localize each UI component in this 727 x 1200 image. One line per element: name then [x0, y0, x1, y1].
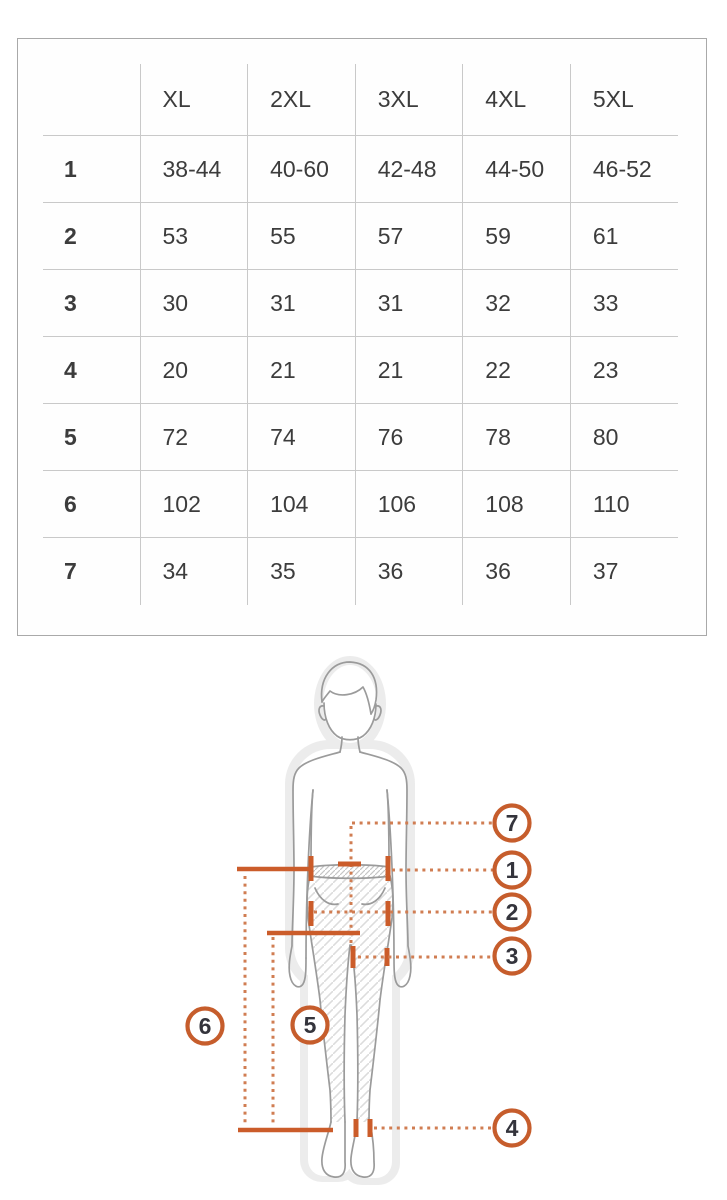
figure-foot-left	[321, 1121, 346, 1178]
size-cell: 22	[462, 336, 571, 404]
size-cell: 23	[569, 336, 679, 404]
figure-pocket-right	[361, 887, 386, 906]
row-label: 7	[42, 537, 141, 605]
svg-text:6: 6	[199, 1013, 212, 1039]
size-cell: 102	[139, 470, 249, 538]
size-cell: 76	[354, 403, 464, 471]
size-cell: 44-50	[462, 135, 571, 203]
figure-arm-right	[359, 751, 412, 988]
column-header-4xl: 4XL	[462, 63, 571, 136]
marker-circle-5: 5	[290, 1005, 330, 1045]
measurement-diagram: 7 1 2 3 4 5 6	[185, 656, 532, 1185]
row-label: 6	[42, 470, 141, 538]
size-table-panel: XL 2XL 3XL 4XL 5XL 1 38-44 40-60 42-48 4…	[17, 38, 707, 636]
size-cell: 110	[569, 470, 679, 538]
size-cell: 61	[569, 202, 679, 270]
size-cell: 38-44	[139, 135, 249, 203]
corner-cell	[42, 63, 141, 136]
size-cell: 36	[354, 537, 464, 605]
size-cell: 55	[247, 202, 356, 270]
figure-face	[323, 702, 377, 741]
marker-circle-4: 4	[492, 1108, 532, 1148]
size-cell: 104	[247, 470, 356, 538]
svg-text:3: 3	[506, 943, 519, 969]
size-cell: 57	[354, 202, 464, 270]
table-row: 2 53 55 57 59 61	[42, 202, 679, 270]
size-cell: 74	[247, 403, 356, 471]
svg-text:1: 1	[506, 857, 519, 883]
size-table: XL 2XL 3XL 4XL 5XL 1 38-44 40-60 42-48 4…	[42, 63, 679, 605]
marker-circle-1: 1	[492, 850, 532, 890]
table-row: 4 20 21 21 22 23	[42, 336, 679, 404]
svg-text:7: 7	[506, 810, 519, 836]
size-cell: 31	[354, 269, 464, 337]
size-cell: 33	[569, 269, 679, 337]
column-header-2xl: 2XL	[247, 63, 356, 136]
trousers-hatch	[307, 864, 393, 1122]
size-cell: 36	[462, 537, 571, 605]
table-row: 3 30 31 31 32 33	[42, 269, 679, 337]
size-cell: 35	[247, 537, 356, 605]
column-header-3xl: 3XL	[354, 63, 464, 136]
figure-leg-right	[368, 875, 394, 1123]
row-label: 2	[42, 202, 141, 270]
row-label: 4	[42, 336, 141, 404]
size-cell: 30	[139, 269, 249, 337]
measurement-markers: 7 1 2 3 4 5 6	[185, 803, 532, 1148]
waistband-hatch	[310, 864, 390, 879]
size-cell: 53	[139, 202, 249, 270]
row-label: 1	[42, 135, 141, 203]
marker-circle-2: 2	[492, 892, 532, 932]
size-cell: 21	[354, 336, 464, 404]
table-row: 6 102 104 106 108 110	[42, 470, 679, 538]
figure-hair	[320, 661, 378, 715]
size-cell: 21	[247, 336, 356, 404]
column-header-5xl: 5XL	[569, 63, 679, 136]
row-label: 5	[42, 403, 141, 471]
size-cell: 72	[139, 403, 249, 471]
svg-text:4: 4	[506, 1115, 519, 1141]
figure-leg-left	[306, 875, 332, 1123]
size-cell: 40-60	[247, 135, 356, 203]
figure-arm-left	[288, 751, 341, 988]
table-row: 7 34 35 36 36 37	[42, 537, 679, 605]
marker-circle-6: 6	[185, 1006, 225, 1046]
size-cell: 78	[462, 403, 571, 471]
header-row: XL 2XL 3XL 4XL 5XL	[42, 63, 679, 136]
marker-circle-3: 3	[492, 936, 532, 976]
table-row: 1 38-44 40-60 42-48 44-50 46-52	[42, 135, 679, 203]
row-label: 3	[42, 269, 141, 337]
table-row: 5 72 74 76 78 80	[42, 403, 679, 471]
size-cell: 34	[139, 537, 249, 605]
size-cell: 108	[462, 470, 571, 538]
size-cell: 32	[462, 269, 571, 337]
figure-ear-left	[318, 705, 327, 721]
size-cell: 59	[462, 202, 571, 270]
marker-circle-7: 7	[492, 803, 532, 843]
measurement-lines	[237, 821, 494, 1137]
size-cell: 80	[569, 403, 679, 471]
figure-foot-right	[350, 1121, 375, 1178]
size-cell: 37	[569, 537, 679, 605]
size-cell: 106	[354, 470, 464, 538]
figure-pocket-left	[314, 887, 339, 906]
figure-hair-fringe	[321, 686, 372, 715]
svg-text:5: 5	[304, 1012, 317, 1038]
svg-text:2: 2	[506, 899, 519, 925]
size-cell: 31	[247, 269, 356, 337]
size-cell: 20	[139, 336, 249, 404]
size-cell: 42-48	[354, 135, 464, 203]
size-cell: 46-52	[569, 135, 679, 203]
column-header-xl: XL	[139, 63, 249, 136]
figure-ear-right	[373, 705, 382, 721]
